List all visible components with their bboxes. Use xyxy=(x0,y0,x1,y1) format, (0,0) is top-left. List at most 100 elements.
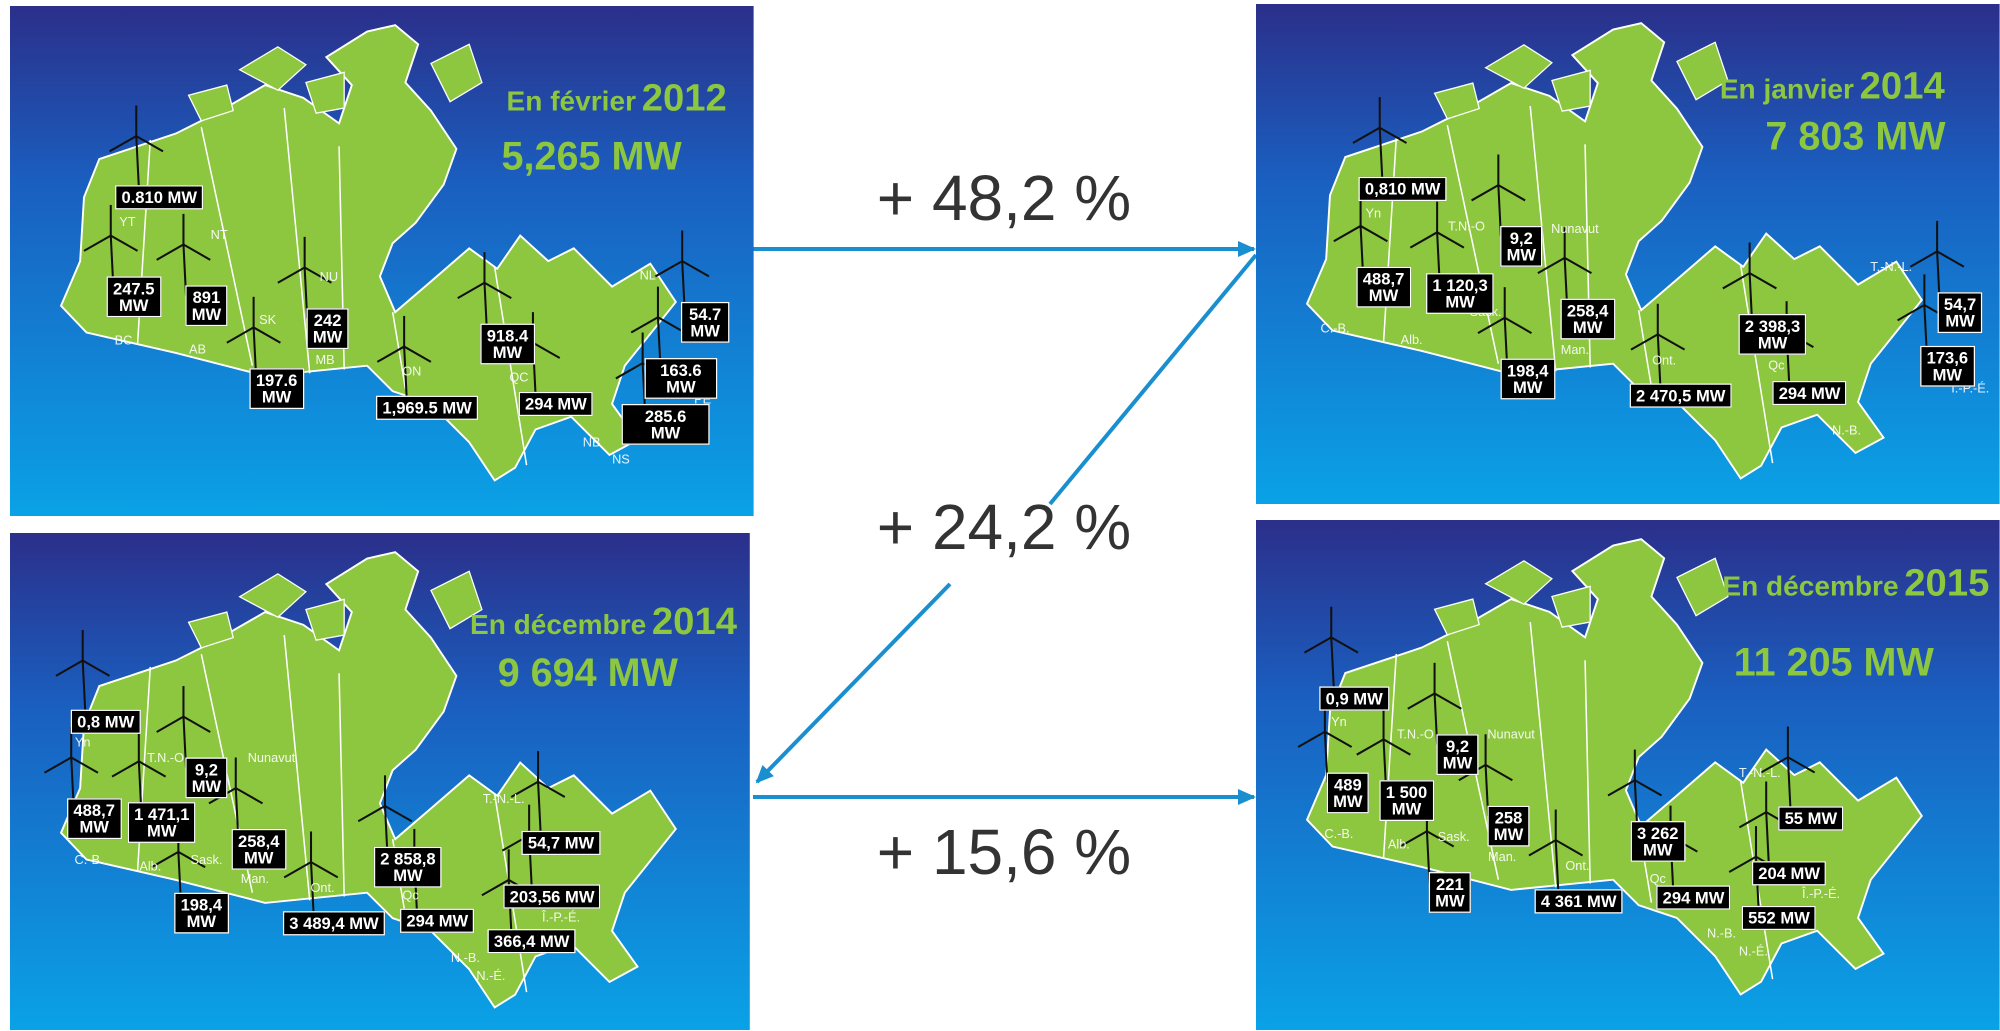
region-label: Î.-P.-É. xyxy=(1802,887,1841,903)
region-label: AB xyxy=(188,343,207,358)
turbine-blade xyxy=(156,243,184,261)
region-label: Man. xyxy=(1487,850,1517,866)
turbine-blade xyxy=(376,345,405,363)
turbine-blade xyxy=(156,715,184,733)
region-label: BC xyxy=(114,334,133,349)
region-label: Nunavut xyxy=(1487,728,1535,743)
turbine-tower xyxy=(1765,812,1770,864)
turbine-blade xyxy=(1330,636,1359,654)
total-capacity: 5,265 MW xyxy=(501,133,682,179)
region-label: T.N.-O xyxy=(147,751,185,766)
turbine-blade xyxy=(283,861,312,879)
turbine-tower xyxy=(403,346,408,398)
turbine-blade xyxy=(1471,184,1499,202)
region-label: N.-É. xyxy=(1738,945,1768,960)
province-border xyxy=(1739,265,1774,464)
title-date: En décembre xyxy=(469,608,647,641)
region-label: Sask. xyxy=(190,853,223,868)
region-label: Sask. xyxy=(1437,830,1470,845)
capacity-label: 55 MW xyxy=(1778,806,1844,831)
map-panel: En janvier 2014 7 803 MW Yn T.N.-O Nunavut C.… xyxy=(1256,4,2000,504)
turbine-blade xyxy=(310,861,339,879)
turbine-blade xyxy=(1399,830,1428,848)
turbine-blade xyxy=(1352,126,1381,144)
island xyxy=(1433,598,1480,636)
province-border xyxy=(338,673,345,897)
island xyxy=(430,570,483,630)
capacity-label: 0,9 MW xyxy=(1319,686,1390,711)
region-label: QC xyxy=(509,371,529,386)
region-label: N.-É. xyxy=(476,969,506,984)
region-label: C.-B. xyxy=(74,853,104,868)
turbine-blade xyxy=(1909,250,1938,268)
region-label: Qc xyxy=(1768,359,1785,374)
turbine-blade xyxy=(1379,126,1408,144)
capacity-label: 54,7 MW xyxy=(521,830,601,856)
region-label: T.N.-O xyxy=(1397,728,1434,743)
region-label: Nunavut xyxy=(1551,222,1599,237)
capacity-label: 204 MW xyxy=(1751,861,1827,886)
turbine-blade xyxy=(110,234,139,252)
turbine-blade xyxy=(151,850,179,869)
turbine xyxy=(1760,726,1816,809)
turbine-blade xyxy=(510,780,539,798)
map-background: En février 2012 5,265 MW YT NT NU BC AB SK MB ON Q… xyxy=(10,6,754,517)
turbine-blade xyxy=(1528,839,1557,857)
capacity-label: 4 361 MW xyxy=(1534,889,1623,914)
turbine xyxy=(108,105,164,188)
island xyxy=(1676,41,1729,101)
turbine-blade xyxy=(253,326,281,344)
region-label: Ont. xyxy=(310,881,335,896)
turbine-tower xyxy=(1330,637,1335,689)
region-label: Yn xyxy=(1331,715,1347,730)
region-label: NU xyxy=(319,270,339,285)
total-capacity: 7 803 MW xyxy=(1765,113,1946,159)
arrow xyxy=(755,582,952,784)
turbine-blade xyxy=(55,659,84,677)
region-label: Qc xyxy=(402,889,419,904)
region-label: T.-N.-L. xyxy=(482,792,525,807)
capacity-label: 2 858,8 MW xyxy=(373,846,442,888)
turbine-blade xyxy=(83,234,112,252)
arrow xyxy=(1048,253,1258,506)
capacity-label: 3 489,4 MW xyxy=(282,911,386,936)
turbine-blade xyxy=(1360,225,1388,243)
turbine-blade xyxy=(537,780,566,798)
capacity-label: 488,7 MW xyxy=(1356,266,1411,308)
region-label: Ont. xyxy=(1652,354,1677,369)
province-border xyxy=(1529,105,1557,372)
turbine-blade xyxy=(1303,636,1332,654)
turbine-blade xyxy=(384,805,413,823)
capacity-label: 197.6 MW xyxy=(249,368,304,410)
growth-percent: + 24,2 % xyxy=(876,491,1132,563)
map xyxy=(1305,22,1965,480)
island xyxy=(305,71,345,114)
region-label: Man. xyxy=(1560,343,1590,358)
province-border xyxy=(1382,653,1398,859)
map-background: En décembre 2015 11 205 MW Yn T.N.-O Nunavut… xyxy=(1256,520,2000,1031)
turbine-blade xyxy=(43,756,72,774)
capacity-label: 1,969.5 MW xyxy=(376,395,479,420)
turbine-blade xyxy=(1722,272,1751,290)
turbine-blade xyxy=(1477,316,1506,334)
turbine-tower xyxy=(81,660,87,712)
capacity-label: 173,6 MW xyxy=(1920,345,1975,387)
turbine-blade xyxy=(630,316,659,334)
turbine xyxy=(1528,809,1584,892)
capacity-label: 9,2 MW xyxy=(185,757,228,799)
region-label: T.N.-O xyxy=(1448,220,1485,235)
region-label: N.-B. xyxy=(1707,927,1737,942)
turbine xyxy=(1722,242,1777,325)
capacity-label: 198,4 MW xyxy=(174,892,229,934)
turbine-blade xyxy=(1436,231,1465,249)
total-capacity: 9 694 MW xyxy=(497,650,678,695)
capacity-label: 2 470,5 MW xyxy=(1629,383,1732,408)
turbine xyxy=(510,751,566,833)
island xyxy=(430,43,483,103)
capacity-label: 294 MW xyxy=(1772,380,1847,406)
turbine xyxy=(1407,662,1462,745)
turbine-blade xyxy=(1297,730,1326,748)
capacity-label: 489 MW xyxy=(1326,772,1369,814)
capacity-label: 0.810 MW xyxy=(115,185,204,210)
